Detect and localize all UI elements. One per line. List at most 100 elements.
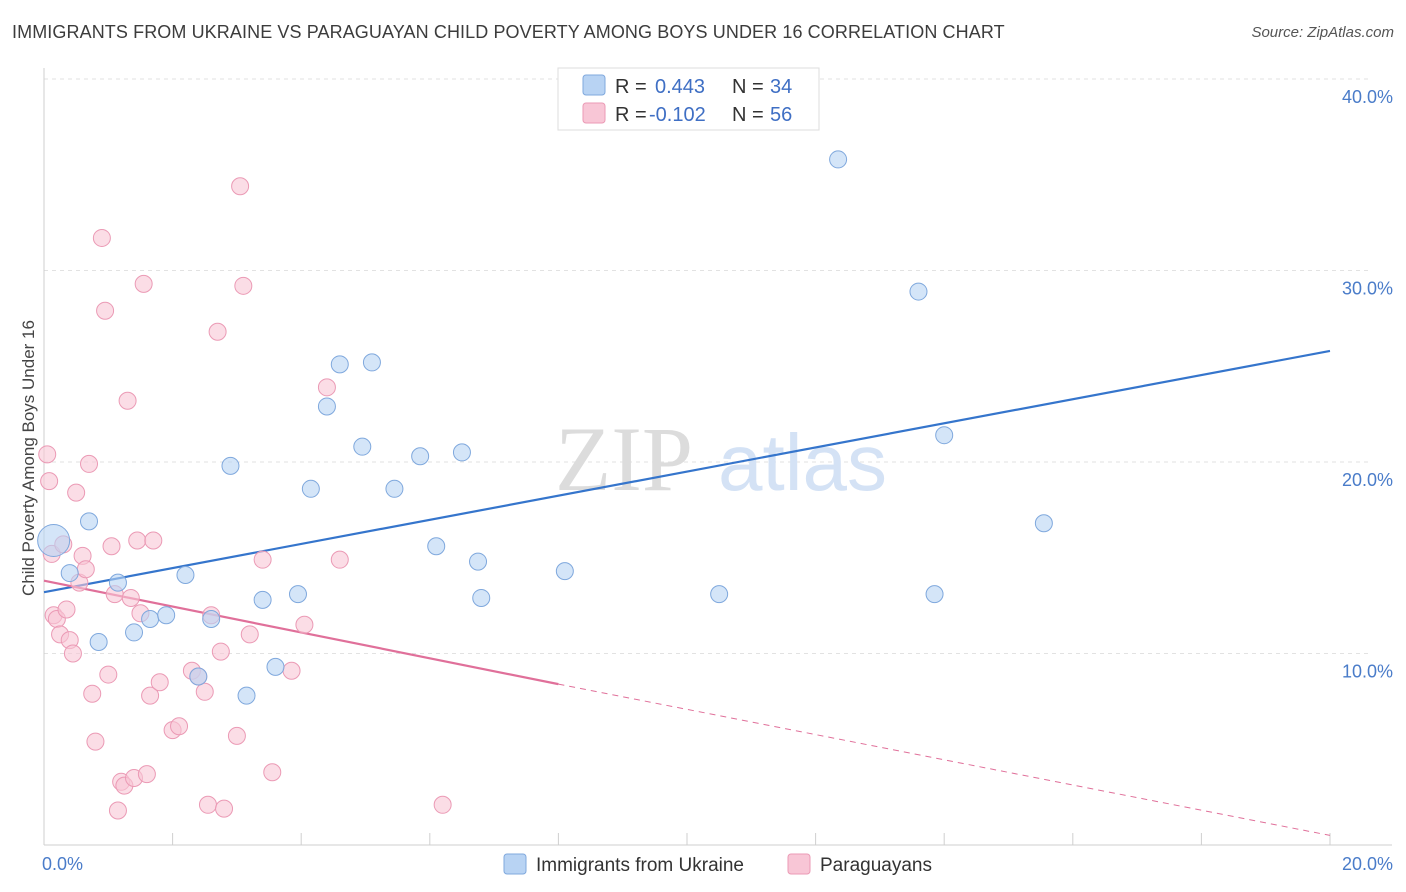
point-paraguay bbox=[282, 661, 301, 680]
watermark: ZIP atlas bbox=[555, 408, 887, 510]
bottom-legend-swatch-ukraine bbox=[503, 853, 527, 875]
y-axis-label: Child Poverty Among Boys Under 16 bbox=[19, 320, 38, 596]
point-ukraine bbox=[266, 657, 285, 676]
point-paraguay bbox=[150, 673, 169, 692]
y-tick-labels: 10.0% 20.0% 30.0% 40.0% bbox=[1342, 87, 1393, 682]
point-ukraine bbox=[301, 479, 320, 498]
point-ukraine bbox=[189, 667, 208, 686]
point-paraguay bbox=[118, 391, 137, 410]
point-paraguay bbox=[67, 483, 86, 502]
point-ukraine bbox=[108, 573, 127, 592]
point-ukraine bbox=[37, 524, 71, 558]
point-paraguay bbox=[211, 642, 230, 661]
point-paraguay bbox=[253, 550, 272, 569]
point-paraguay bbox=[92, 228, 111, 247]
legend-n-label-ukraine: N = bbox=[732, 76, 764, 98]
point-paraguay bbox=[80, 454, 99, 473]
legend-swatch-paraguay bbox=[582, 102, 606, 124]
y-tick-label: 10.0% bbox=[1342, 662, 1393, 682]
point-paraguay bbox=[63, 644, 82, 663]
point-paraguay bbox=[198, 795, 217, 814]
watermark-atlas: atlas bbox=[718, 418, 887, 507]
point-ukraine bbox=[221, 456, 240, 475]
point-ukraine bbox=[452, 443, 471, 462]
point-ukraine bbox=[385, 479, 404, 498]
chart-source: Source: ZipAtlas.com bbox=[1251, 24, 1394, 41]
point-paraguay bbox=[128, 531, 147, 550]
point-ukraine bbox=[288, 585, 307, 604]
point-ukraine bbox=[829, 150, 848, 169]
point-ukraine bbox=[141, 610, 160, 629]
point-paraguay bbox=[170, 717, 189, 736]
bottom-legend-swatch-paraguay bbox=[787, 853, 811, 875]
point-paraguay bbox=[83, 684, 102, 703]
point-paraguay bbox=[137, 765, 156, 784]
point-ukraine bbox=[555, 562, 574, 581]
point-paraguay bbox=[99, 665, 118, 684]
series-ukraine bbox=[37, 150, 1053, 705]
point-ukraine bbox=[411, 447, 430, 466]
legend-r-label-paraguay: R = bbox=[615, 104, 647, 126]
watermark-zip: ZIP bbox=[555, 408, 693, 510]
point-paraguay bbox=[195, 682, 214, 701]
point-paraguay bbox=[295, 615, 314, 634]
y-tick-label: 40.0% bbox=[1342, 87, 1393, 107]
point-ukraine bbox=[176, 565, 195, 584]
legend-n-value-paraguay: 56 bbox=[770, 104, 792, 126]
point-paraguay bbox=[263, 763, 282, 782]
point-paraguay bbox=[317, 378, 336, 397]
chart-title: IMMIGRANTS FROM UKRAINE VS PARAGUAYAN CH… bbox=[12, 22, 1005, 42]
point-paraguay bbox=[38, 445, 57, 464]
point-ukraine bbox=[925, 585, 944, 604]
top-legend: R = 0.443 N = 34 R = -0.102 N = 56 bbox=[557, 67, 820, 131]
x-tick-label-max: 20.0% bbox=[1342, 854, 1393, 874]
point-ukraine bbox=[89, 633, 108, 652]
point-ukraine bbox=[427, 537, 446, 556]
point-ukraine bbox=[710, 585, 729, 604]
point-paraguay bbox=[215, 799, 234, 818]
point-ukraine bbox=[472, 588, 491, 607]
point-ukraine bbox=[362, 353, 381, 372]
point-paraguay bbox=[234, 276, 253, 295]
point-ukraine bbox=[935, 426, 954, 445]
point-ukraine bbox=[202, 610, 221, 629]
legend-n-label-paraguay: N = bbox=[732, 104, 764, 126]
point-paraguay bbox=[141, 686, 160, 705]
point-ukraine bbox=[1034, 514, 1053, 533]
y-tick-label: 30.0% bbox=[1342, 279, 1393, 299]
point-paraguay bbox=[57, 600, 76, 619]
point-paraguay bbox=[144, 531, 163, 550]
point-paraguay bbox=[40, 472, 59, 491]
point-ukraine bbox=[125, 623, 144, 642]
point-paraguay bbox=[240, 625, 259, 644]
point-paraguay bbox=[86, 732, 105, 751]
point-paraguay bbox=[433, 795, 452, 814]
x-ticks: 0.0% 20.0% bbox=[42, 833, 1393, 874]
point-paraguay bbox=[121, 588, 140, 607]
point-ukraine bbox=[909, 282, 928, 301]
point-paraguay bbox=[134, 274, 153, 293]
legend-swatch-ukraine bbox=[582, 74, 606, 96]
legend-r-value-paraguay: -0.102 bbox=[649, 104, 706, 126]
point-paraguay bbox=[227, 726, 246, 745]
point-paraguay bbox=[208, 322, 227, 341]
bottom-legend-label-ukraine: Immigrants from Ukraine bbox=[536, 855, 744, 876]
trend-line-paraguay-extension bbox=[558, 683, 1331, 836]
point-ukraine bbox=[253, 590, 272, 609]
point-paraguay bbox=[231, 177, 250, 196]
point-ukraine bbox=[80, 512, 99, 531]
point-ukraine bbox=[317, 397, 336, 416]
point-paraguay bbox=[76, 560, 95, 579]
grid-lines bbox=[44, 78, 1370, 654]
legend-n-value-ukraine: 34 bbox=[770, 76, 792, 98]
point-ukraine bbox=[60, 564, 79, 583]
point-paraguay bbox=[96, 301, 115, 320]
point-paraguay bbox=[108, 801, 127, 820]
point-paraguay bbox=[102, 537, 121, 556]
y-tick-label: 20.0% bbox=[1342, 470, 1393, 490]
x-tick-label-min: 0.0% bbox=[42, 854, 83, 874]
bottom-legend-label-paraguay: Paraguayans bbox=[820, 855, 932, 876]
point-ukraine bbox=[237, 686, 256, 705]
legend-r-label-ukraine: R = bbox=[615, 76, 647, 98]
